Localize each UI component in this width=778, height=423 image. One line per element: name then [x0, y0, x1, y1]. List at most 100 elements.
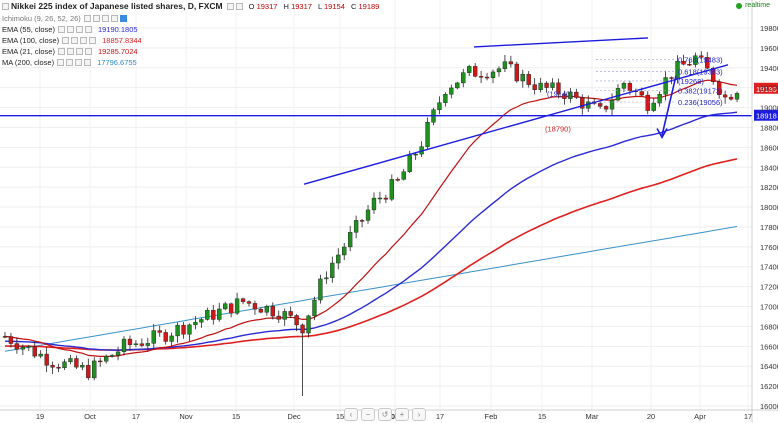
candle-body[interactable]	[312, 299, 317, 317]
candle-body[interactable]	[8, 336, 14, 344]
candle-body[interactable]	[455, 82, 460, 89]
candle-body[interactable]	[300, 324, 305, 334]
candle-body[interactable]	[562, 93, 567, 99]
candle-body[interactable]	[330, 262, 335, 278]
candle-body[interactable]	[246, 301, 252, 304]
candle-body[interactable]	[32, 346, 37, 357]
candle-body[interactable]	[223, 303, 228, 310]
candle-body[interactable]	[264, 306, 270, 313]
candle-body[interactable]	[56, 367, 61, 369]
candle-body[interactable]	[484, 76, 490, 79]
candle-body[interactable]	[169, 335, 174, 342]
candle-body[interactable]	[621, 83, 627, 89]
candle-body[interactable]	[14, 343, 20, 350]
candle-body[interactable]	[26, 346, 31, 348]
candle-body[interactable]	[20, 346, 25, 350]
legend-ema100[interactable]: EMA (100, close) 18857.8344	[2, 36, 142, 45]
scroll-left-button[interactable]: ‹	[344, 408, 358, 421]
candle-body[interactable]	[342, 246, 347, 256]
candle-body[interactable]	[568, 91, 573, 99]
candle-body[interactable]	[675, 60, 680, 79]
candle-body[interactable]	[175, 324, 180, 337]
candle-body[interactable]	[371, 197, 377, 211]
candle-body[interactable]	[526, 73, 531, 85]
candle-body[interactable]	[580, 97, 585, 109]
candle-body[interactable]	[157, 330, 162, 333]
candle-body[interactable]	[240, 298, 246, 302]
candle-body[interactable]	[597, 103, 603, 107]
candle-body[interactable]	[532, 84, 537, 90]
candle-body[interactable]	[217, 308, 222, 320]
candle-body[interactable]	[699, 55, 704, 58]
candle-body[interactable]	[365, 209, 371, 221]
candle-body[interactable]	[467, 66, 472, 73]
candle-body[interactable]	[693, 55, 698, 65]
legend-ichimoku[interactable]: Ichimoku (9, 26, 52, 26)	[2, 15, 129, 23]
candle-body[interactable]	[383, 197, 389, 200]
candle-body[interactable]	[544, 82, 549, 88]
reset-button[interactable]: ↺	[378, 408, 392, 421]
candle-body[interactable]	[294, 315, 299, 326]
candle-body[interactable]	[74, 358, 79, 368]
candle-body[interactable]	[574, 91, 579, 98]
candle-body[interactable]	[234, 298, 240, 314]
candle-body[interactable]	[187, 324, 192, 335]
candle-body[interactable]	[348, 232, 353, 248]
legend-ema55[interactable]: EMA (55, close) 19190.1805	[2, 25, 138, 34]
candle-body[interactable]	[68, 358, 73, 363]
candle-body[interactable]	[711, 68, 716, 82]
candle-body[interactable]	[151, 330, 156, 344]
candle-body[interactable]	[139, 343, 145, 346]
candle-body[interactable]	[520, 73, 525, 82]
candle-body[interactable]	[163, 332, 168, 342]
candle-body[interactable]	[121, 338, 127, 353]
candle-body[interactable]	[80, 364, 85, 368]
candle-body[interactable]	[336, 254, 341, 264]
candle-body[interactable]	[496, 68, 502, 73]
candle-body[interactable]	[115, 351, 121, 356]
settings-icon[interactable]	[226, 2, 234, 10]
candle-body[interactable]	[722, 94, 728, 98]
candle-body[interactable]	[413, 153, 418, 156]
candle-body[interactable]	[50, 365, 55, 368]
candle-body[interactable]	[288, 311, 293, 316]
candle-body[interactable]	[38, 353, 43, 357]
candle-body[interactable]	[502, 61, 508, 69]
candle-body[interactable]	[639, 91, 644, 96]
candle-body[interactable]	[609, 99, 615, 110]
candle-body[interactable]	[651, 102, 656, 111]
candle-body[interactable]	[359, 220, 365, 222]
candle-body[interactable]	[92, 360, 97, 379]
candle-body[interactable]	[306, 315, 311, 334]
candle-body[interactable]	[389, 179, 394, 200]
candle-body[interactable]	[627, 83, 633, 91]
candle-body[interactable]	[407, 154, 412, 172]
candle-body[interactable]	[472, 66, 478, 77]
candle-body[interactable]	[705, 57, 710, 69]
scroll-right-button[interactable]: ›	[412, 408, 426, 421]
candle-body[interactable]	[258, 308, 264, 313]
candle-body[interactable]	[443, 94, 448, 103]
candle-body[interactable]	[377, 197, 383, 200]
candle-body[interactable]	[681, 60, 686, 65]
candle-body[interactable]	[663, 77, 668, 95]
candle-body[interactable]	[211, 309, 216, 320]
candle-body[interactable]	[538, 82, 543, 90]
candle-body[interactable]	[514, 63, 519, 82]
candle-body[interactable]	[127, 338, 133, 345]
candle-body[interactable]	[728, 96, 734, 100]
candle-body[interactable]	[276, 315, 281, 320]
candle-body[interactable]	[717, 81, 722, 95]
candle-body[interactable]	[550, 82, 555, 88]
candle-body[interactable]	[657, 94, 662, 104]
candle-body[interactable]	[615, 88, 621, 101]
candle-body[interactable]	[44, 353, 49, 366]
candle-body[interactable]	[353, 220, 359, 233]
candle-body[interactable]	[228, 303, 234, 314]
candle-body[interactable]	[2, 336, 8, 338]
candle-body[interactable]	[193, 321, 198, 326]
candle-body[interactable]	[133, 343, 139, 345]
candle-body[interactable]	[734, 93, 740, 100]
candle-body[interactable]	[461, 72, 466, 84]
